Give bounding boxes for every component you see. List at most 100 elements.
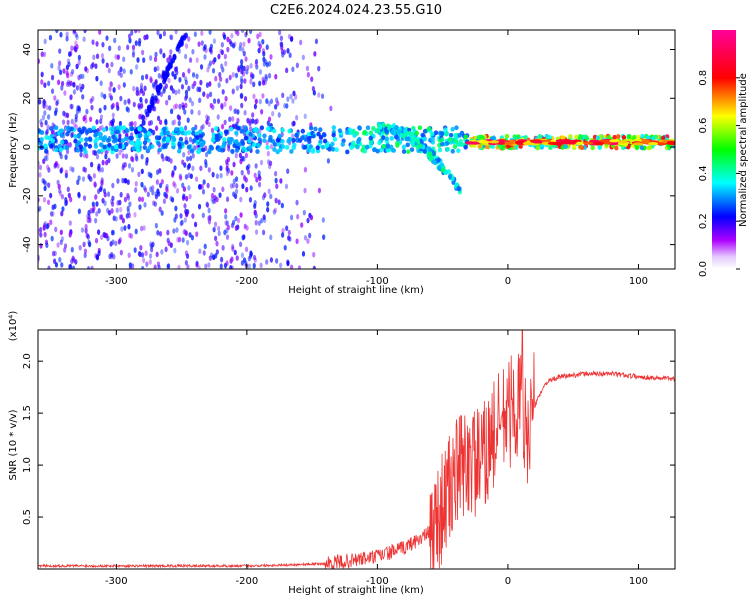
spectrogram-blob xyxy=(184,139,189,145)
spectrogram-blob xyxy=(75,147,81,153)
spectrogram-blob xyxy=(418,143,423,149)
spectrogram-blob xyxy=(235,183,239,189)
spectrogram-blob xyxy=(141,114,146,121)
spectrogram-blob xyxy=(129,233,134,239)
spectrogram-blob xyxy=(285,103,289,109)
spectrogram-blob xyxy=(158,231,163,237)
spectrogram-blob xyxy=(265,126,271,132)
spectrogram-blob xyxy=(243,125,248,131)
spectrogram-blob xyxy=(258,175,262,182)
spectrogram-blob xyxy=(239,63,244,70)
spectrogram-blob xyxy=(174,89,178,96)
spectrogram-blob xyxy=(138,37,142,44)
spectrogram-blob xyxy=(149,186,153,192)
spectrogram-blob xyxy=(194,131,200,137)
spectrogram-blob xyxy=(219,172,223,179)
spectrogram-blob xyxy=(211,171,215,178)
spectrogram-blob xyxy=(258,43,262,50)
spectrogram-blob xyxy=(148,259,152,265)
spectrogram-blob xyxy=(49,211,54,217)
spectrogram-blob xyxy=(109,95,114,101)
spectrogram-blob xyxy=(54,125,59,131)
spectrogram-blob xyxy=(218,76,223,82)
spectrogram-blob xyxy=(261,38,265,45)
spectrogram-blob xyxy=(247,37,251,44)
spectrogram-blob xyxy=(127,223,131,230)
spectrogram-blob xyxy=(159,119,163,126)
spectrogram-blob xyxy=(101,41,105,48)
spectrogram-blob xyxy=(563,144,568,149)
spectrogram-blob xyxy=(183,217,187,223)
spectrogram-blob xyxy=(289,149,294,154)
spectrogram-blob xyxy=(577,135,583,141)
spectrogram-blob xyxy=(254,229,259,235)
spectrogram-blob xyxy=(111,112,115,119)
spectrogram-blob xyxy=(158,33,163,40)
spectrogram-blob xyxy=(110,251,114,258)
spectrogram-blob xyxy=(171,137,177,142)
spectrogram-blob xyxy=(84,228,88,234)
spectrogram-blob xyxy=(119,206,123,213)
spectrogram-blob xyxy=(186,130,192,135)
spectrogram-blob xyxy=(205,82,210,88)
spectrogram-blob xyxy=(269,143,274,150)
spectrogram-blob xyxy=(103,200,107,207)
spectrogram-blob xyxy=(263,217,267,224)
spectrogram-blob xyxy=(76,179,80,186)
spectrogram-blob xyxy=(223,129,229,135)
spectrogram-blob xyxy=(218,71,222,78)
spectrogram-blob xyxy=(105,62,109,69)
spectrogram-blob xyxy=(182,151,186,158)
spectrogram-blob xyxy=(65,131,70,137)
spectrogram-blob xyxy=(232,161,236,168)
spectrogram-blob xyxy=(252,127,258,133)
spectrogram-blob xyxy=(126,44,130,51)
spectrogram-blob xyxy=(261,229,266,236)
spectrogram-blob xyxy=(156,87,161,94)
spectrogram-blob xyxy=(126,192,130,199)
spectrogram-blob xyxy=(119,95,123,102)
spectrogram-blob xyxy=(50,74,55,81)
spectrogram-blob xyxy=(169,34,173,40)
spectrogram-blob xyxy=(616,134,621,139)
spectrogram-blob xyxy=(156,229,160,236)
colorbar-tick-label: 0.2 xyxy=(698,213,709,229)
spectrogram-blob xyxy=(621,135,627,140)
spectrogram-blob xyxy=(187,68,191,74)
snr-y-axis-label: SNR (10 * v/v) xyxy=(8,409,19,480)
spectrogram-blob xyxy=(381,135,386,141)
spectrogram-blob xyxy=(249,250,253,256)
snr-x-tick-label: -300 xyxy=(105,576,128,587)
spectrogram-blob xyxy=(280,41,284,48)
spectrogram-blob xyxy=(140,196,145,203)
spectrogram-blob xyxy=(240,68,244,75)
spectrogram-blob xyxy=(55,30,59,34)
spectrogram-blob xyxy=(38,172,42,178)
spectrogram-blob xyxy=(191,48,195,55)
spectrogram-blob xyxy=(236,109,240,115)
spectrogram-blob xyxy=(62,68,66,74)
spectrogram-blob xyxy=(255,64,259,70)
spectrogram-blob xyxy=(68,263,73,269)
spectrogram-blob xyxy=(409,133,414,139)
spectrogram-blob xyxy=(96,188,101,195)
snr-x-ticks: -300 -200 -100 0 100 xyxy=(105,330,648,587)
spectrogram-y-tick-label: 20 xyxy=(22,92,33,105)
spectrogram-blob xyxy=(134,153,138,159)
spectrogram-blob xyxy=(180,84,185,90)
spectrogram-blob xyxy=(253,103,258,110)
spectrogram-blob xyxy=(64,112,68,118)
spectrogram-blob xyxy=(133,247,137,253)
spectrogram-blob xyxy=(430,136,435,142)
spectrogram-blob xyxy=(384,129,389,135)
spectrogram-blob xyxy=(89,98,93,104)
spectrogram-blob xyxy=(311,133,316,139)
spectrogram-blob xyxy=(234,215,238,222)
spectrogram-blob xyxy=(156,30,160,36)
spectrogram-blob xyxy=(84,223,88,230)
spectrogram-blob xyxy=(254,58,259,65)
spectrogram-blob xyxy=(316,131,321,137)
spectrogram-blob xyxy=(44,130,48,137)
spectrogram-blob xyxy=(173,74,177,80)
spectrogram-blob xyxy=(255,149,260,154)
